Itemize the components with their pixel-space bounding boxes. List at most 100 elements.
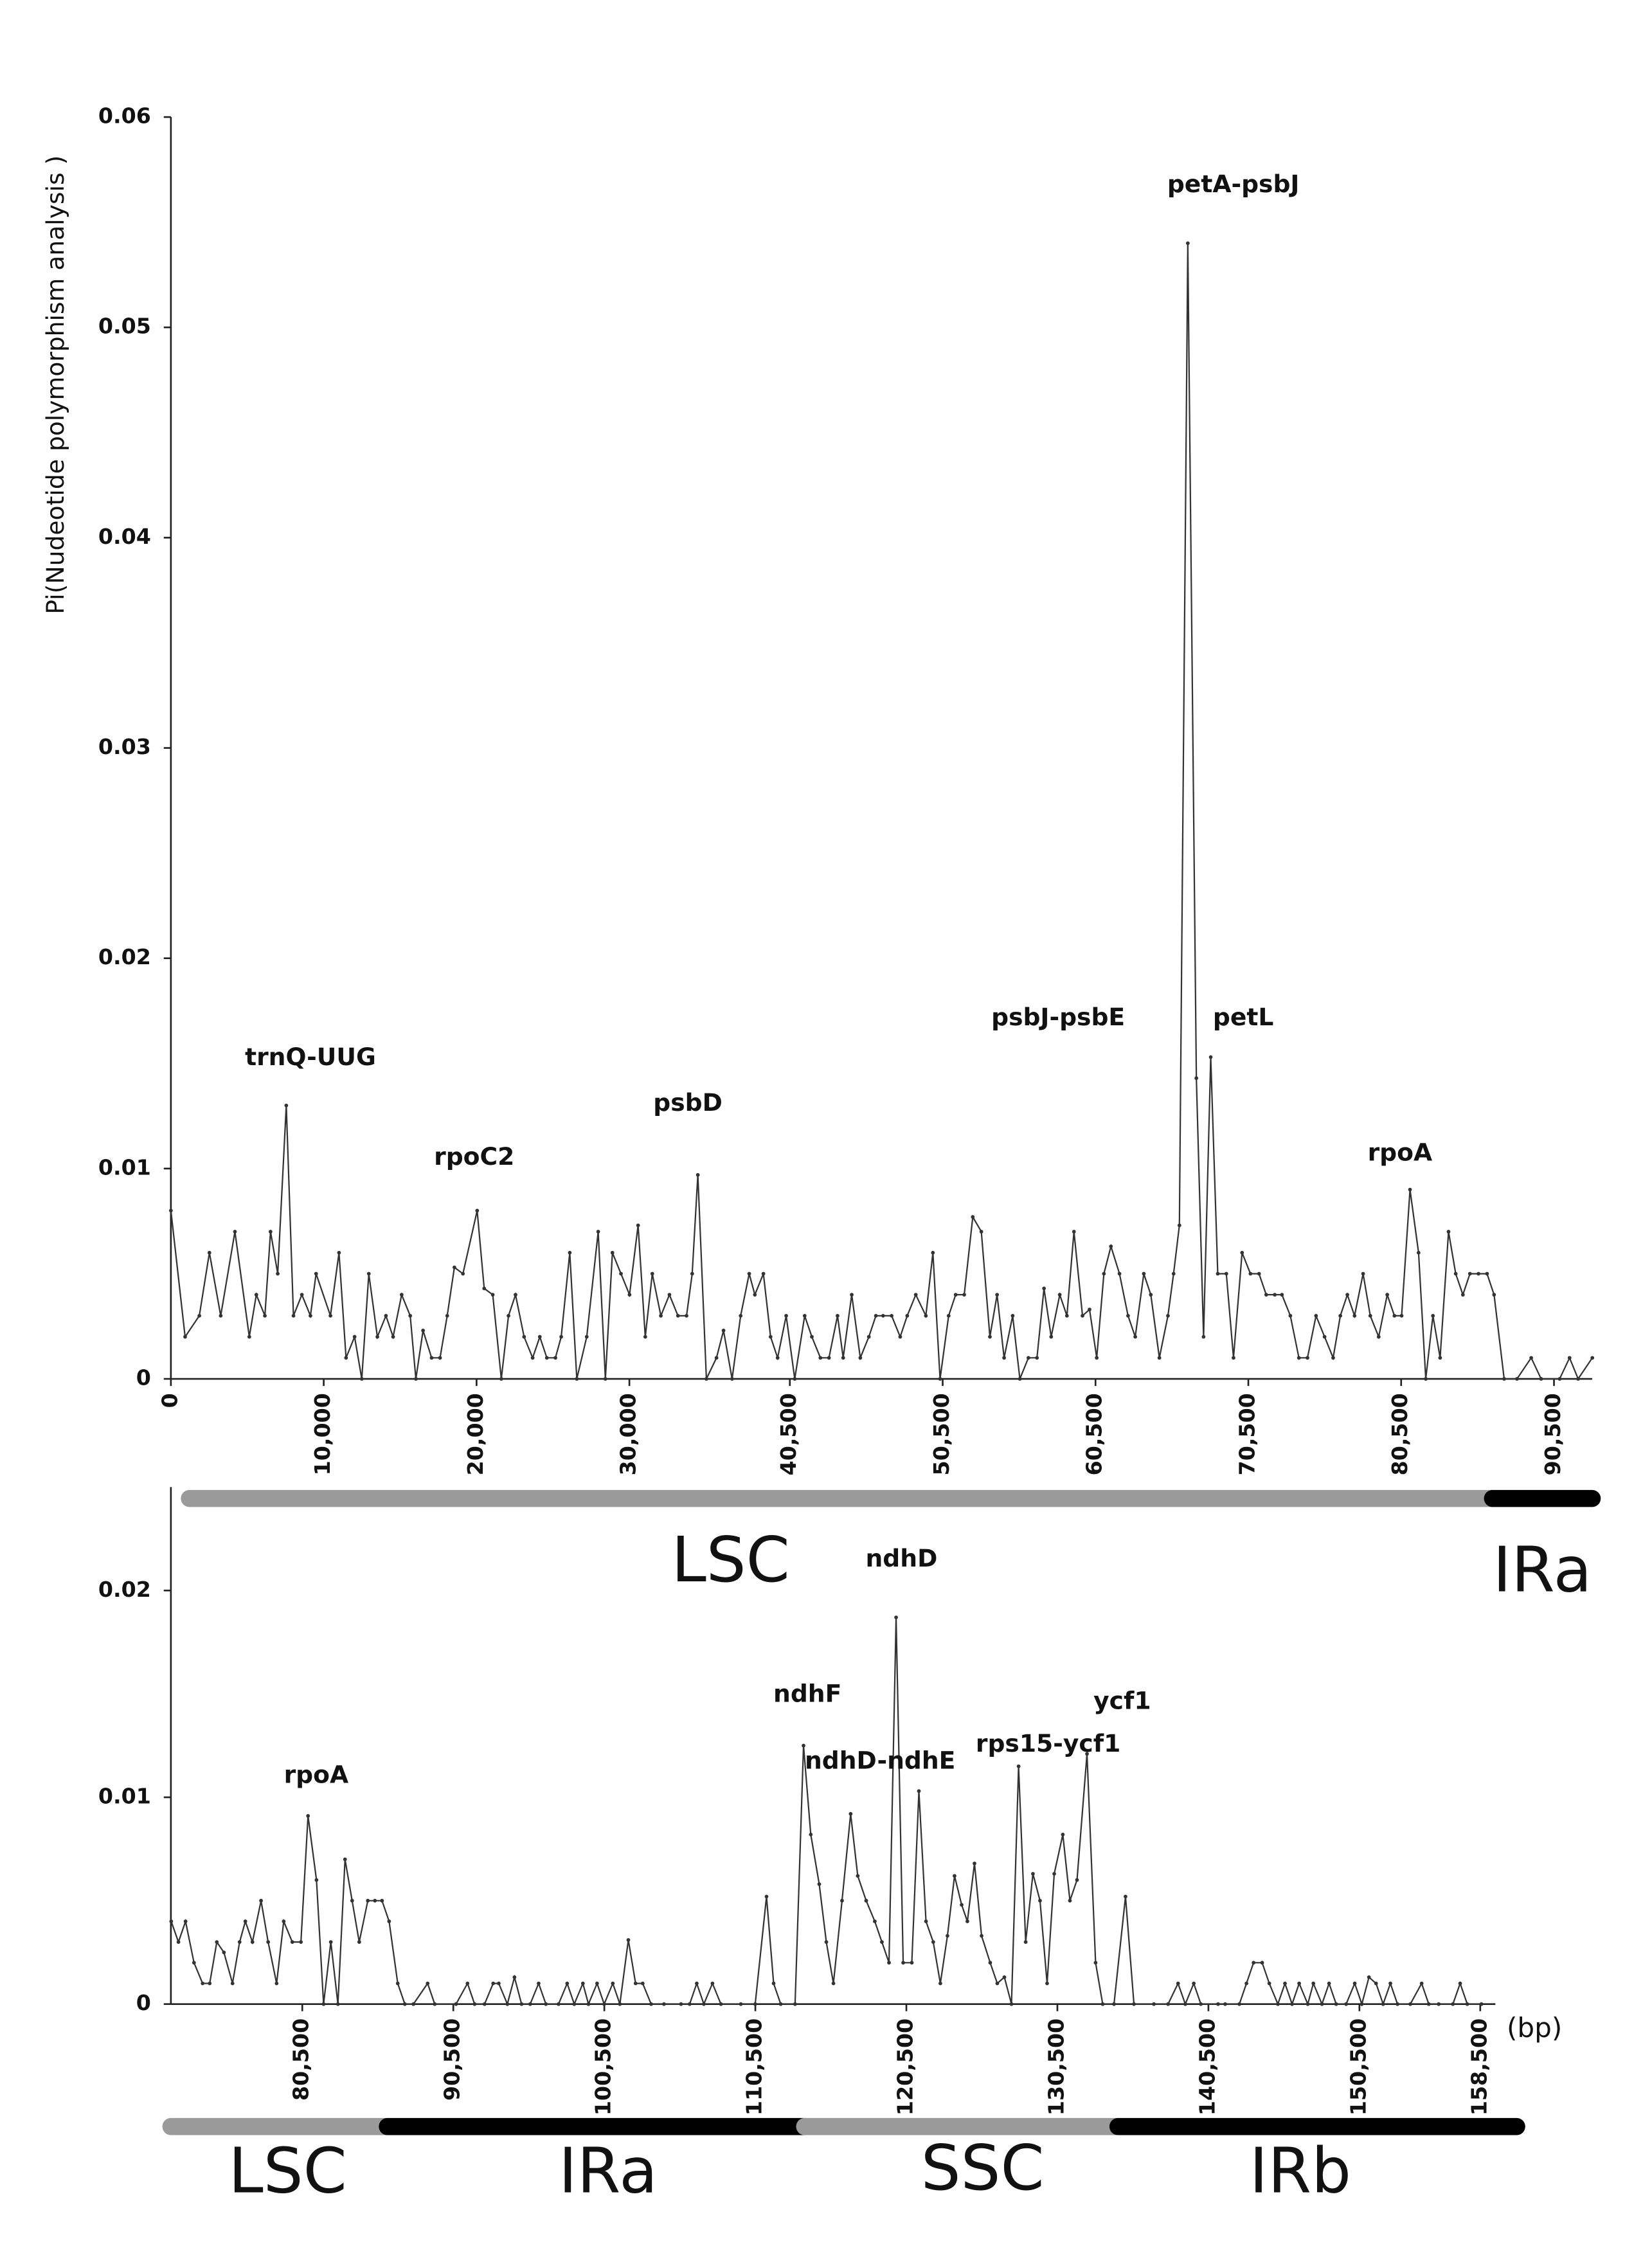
data-point	[953, 1293, 958, 1297]
data-point	[778, 2002, 783, 2006]
data-point	[1485, 1271, 1489, 1276]
data-point	[881, 1314, 885, 1318]
data-point	[619, 1271, 623, 1276]
data-point	[263, 1314, 267, 1318]
data-point	[183, 1919, 188, 1923]
y-tick-label: 0.05	[98, 314, 151, 339]
data-point	[850, 1293, 854, 1297]
data-point	[946, 1314, 951, 1318]
data-point	[299, 1940, 303, 1945]
data-point	[1010, 1314, 1015, 1318]
data-point	[402, 2002, 407, 2006]
data-point	[1437, 2002, 1441, 2006]
data-point	[572, 2002, 577, 2006]
data-point	[676, 1314, 680, 1318]
data-point	[1419, 1981, 1424, 1986]
data-point	[730, 1377, 734, 1381]
data-point	[528, 2002, 532, 2006]
data-point	[276, 1271, 280, 1276]
data-point	[1311, 1981, 1316, 1986]
data-point	[1248, 1271, 1253, 1276]
data-point	[802, 1314, 807, 1318]
data-point	[1280, 1293, 1284, 1297]
data-point	[960, 1903, 964, 1907]
data-point	[337, 1250, 341, 1255]
data-point	[1361, 1271, 1365, 1276]
data-point	[1408, 2002, 1412, 2006]
region-label: IRa	[559, 2134, 658, 2207]
data-point	[1458, 1981, 1462, 1986]
data-point	[259, 1898, 264, 1903]
data-point	[1009, 2002, 1014, 2006]
data-point	[291, 1314, 296, 1318]
data-point	[336, 2002, 340, 2006]
data-point	[1438, 1356, 1442, 1360]
data-point	[519, 2002, 524, 2006]
data-point	[1385, 1293, 1390, 1297]
data-point	[953, 1874, 956, 1878]
x-tick-label: 40,500	[776, 1393, 801, 1475]
data-point	[1426, 2002, 1431, 2006]
data-point	[505, 2002, 510, 2006]
data-point	[328, 1314, 332, 1318]
data-point	[1408, 1187, 1412, 1192]
data-point	[643, 1334, 647, 1339]
data-point	[1100, 2002, 1105, 2006]
data-point	[1240, 1250, 1244, 1255]
data-point	[595, 1981, 599, 1986]
data-point	[894, 1615, 898, 1619]
data-point	[627, 1293, 632, 1297]
data-point	[169, 1919, 174, 1923]
data-point	[1567, 1356, 1572, 1360]
data-point	[1016, 1764, 1021, 1768]
data-point	[747, 1271, 751, 1276]
data-point	[1396, 2002, 1399, 2006]
annotation: petL	[1213, 1003, 1273, 1031]
data-point	[1216, 1271, 1220, 1276]
data-point	[1102, 1271, 1106, 1276]
data-point	[866, 1334, 871, 1339]
data-point	[490, 1293, 495, 1297]
data-point	[890, 1314, 893, 1318]
data-point	[290, 1940, 294, 1945]
data-point	[596, 1230, 600, 1234]
data-point	[764, 1894, 769, 1899]
data-point	[1416, 1250, 1421, 1255]
data-point	[282, 1919, 286, 1923]
data-point	[802, 1743, 805, 1748]
data-point	[1176, 1981, 1180, 1986]
data-point	[633, 1981, 638, 1986]
data-point	[1216, 2002, 1220, 2006]
data-point	[659, 1314, 663, 1318]
data-point	[233, 1230, 237, 1234]
data-point	[962, 1293, 966, 1297]
data-point	[1112, 2002, 1116, 2006]
data-point	[1252, 1961, 1256, 1965]
data-point	[1201, 1334, 1206, 1339]
annotation: trnQ-UUG	[245, 1043, 376, 1071]
data-point	[1109, 1244, 1113, 1248]
data-point	[1502, 1377, 1506, 1381]
data-point	[391, 1334, 395, 1339]
data-point	[1023, 1940, 1028, 1945]
data-point	[1465, 2002, 1469, 2006]
data-point	[1306, 1356, 1309, 1360]
data-point	[971, 1215, 975, 1219]
data-point	[1388, 1981, 1392, 1986]
data-point	[537, 1981, 541, 1986]
data-point	[1539, 1377, 1543, 1381]
region-label: IRb	[1250, 2134, 1351, 2207]
data-point	[426, 1981, 430, 1986]
annotation: petA-psbJ	[1167, 170, 1300, 198]
data-point	[1095, 1356, 1099, 1360]
data-point	[568, 1250, 572, 1255]
y-axis-label: Pi(Nudeotide polymorphism analysis )	[41, 156, 69, 615]
data-point	[197, 1314, 201, 1318]
data-point	[610, 1250, 615, 1255]
data-point	[1590, 1356, 1595, 1360]
data-point	[1177, 1223, 1181, 1228]
data-point	[1267, 1981, 1271, 1986]
data-point	[980, 1934, 983, 1938]
data-point	[373, 1898, 377, 1903]
